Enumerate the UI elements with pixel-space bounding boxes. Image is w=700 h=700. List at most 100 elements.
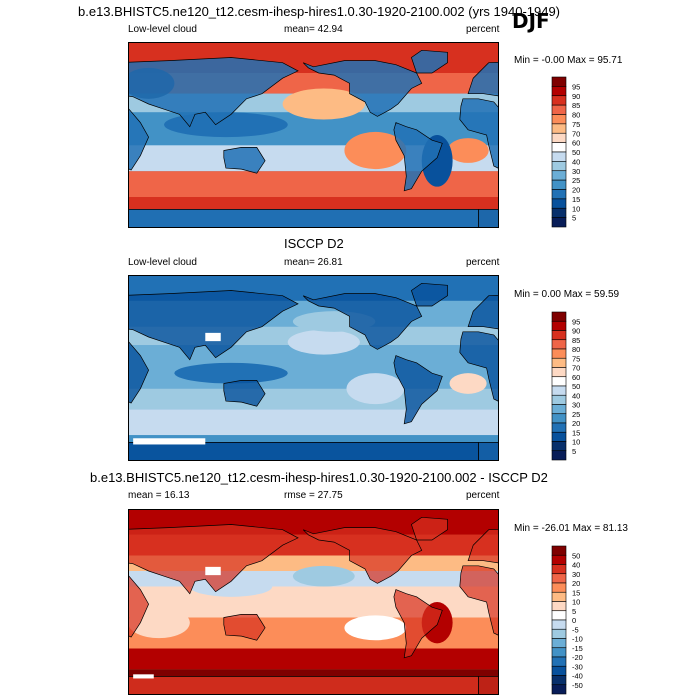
panel2-title: ISCCP D2 [284, 236, 344, 251]
colorbar-tick-label: -30 [572, 662, 583, 671]
colorbar-tick-label: 15 [572, 195, 580, 204]
coastline [410, 282, 448, 307]
colorbar-swatch [551, 684, 567, 695]
colorbar-tick-label: 5 [572, 214, 576, 223]
colorbar-tick-label: 5 [572, 607, 576, 616]
field-region [344, 615, 407, 641]
field-band [128, 197, 499, 210]
colorbar-swatch [551, 591, 567, 602]
colorbar-swatch [551, 441, 567, 452]
colorbar-swatch [551, 330, 567, 341]
field-band [128, 648, 499, 670]
panel1-map [128, 42, 499, 228]
colorbar-swatch [551, 151, 567, 162]
colorbar-swatch [551, 610, 567, 621]
colorbar-swatch [551, 357, 567, 368]
missing-data [205, 332, 221, 342]
field-region [174, 362, 288, 384]
field-region [344, 131, 407, 170]
colorbar-swatch [551, 339, 567, 350]
coastline [128, 574, 149, 638]
colorbar-tick-label: 75 [572, 354, 580, 363]
field-region [164, 112, 288, 138]
colorbar-tick-label: 90 [572, 92, 580, 101]
colorbar-swatch [551, 367, 567, 378]
colorbar-tick-label: 75 [572, 120, 580, 129]
colorbar-tick-label: 40 [572, 157, 580, 166]
colorbar-swatch [551, 431, 567, 442]
colorbar-swatch [551, 161, 567, 172]
coastline [128, 57, 299, 128]
map-frame [128, 42, 499, 228]
colorbar-swatch [551, 564, 567, 575]
colorbar-tick-label: -15 [572, 644, 583, 653]
colorbar-swatch [551, 123, 567, 134]
colorbar-swatch [551, 619, 567, 630]
coastline [302, 293, 423, 350]
colorbar-swatch [551, 665, 567, 676]
panel2-stats: Min = 0.00 Max = 59.59 [514, 289, 620, 300]
colorbar-tick-label: -40 [572, 672, 583, 681]
coastline [467, 61, 499, 97]
coastline [223, 380, 266, 407]
colorbar-tick-label: 90 [572, 327, 580, 336]
colorbar-tick-label: 40 [572, 561, 580, 570]
field-region [449, 373, 487, 394]
coastline [459, 565, 499, 636]
map-frame [128, 509, 499, 695]
colorbar-swatch [551, 422, 567, 433]
coastline [410, 516, 448, 541]
colorbar-tick-label: 50 [572, 551, 580, 560]
colorbar-tick-label: 60 [572, 373, 580, 382]
colorbar-tick-label: 10 [572, 204, 580, 213]
panel3-rmse-label: rmse = 27.75 [284, 490, 343, 501]
colorbar-swatch [551, 675, 567, 686]
colorbar-tick-label: 20 [572, 186, 580, 195]
colorbar-tick-label: 30 [572, 570, 580, 579]
colorbar-tick-label: 10 [572, 438, 580, 447]
panel3-map [128, 509, 499, 695]
colorbar-swatch [551, 76, 567, 87]
panel3-title: b.e13.BHISTC5.ne120_t12.cesm-ihesp-hires… [90, 470, 548, 485]
coastline [128, 107, 149, 171]
missing-data [205, 566, 221, 576]
colorbar-swatch [551, 348, 567, 359]
colorbar-tick-label: -10 [572, 635, 583, 644]
panel3-stats: Min = -26.01 Max = 81.13 [514, 523, 628, 534]
season-label: DJF [512, 9, 550, 33]
colorbar-tick-label: 10 [572, 598, 580, 607]
colorbar-tick-label: 95 [572, 82, 580, 91]
colorbar-swatch [551, 207, 567, 218]
colorbar-swatch [551, 628, 567, 639]
colorbar-tick-label: 70 [572, 364, 580, 373]
colorbar-swatch [551, 601, 567, 612]
colorbar-tick-label: 50 [572, 148, 580, 157]
colorbar-tick-label: 60 [572, 139, 580, 148]
panel1-stats: Min = -0.00 Max = 95.71 [514, 55, 623, 66]
colorbar-tick-label: 50 [572, 382, 580, 391]
colorbar-swatch [551, 385, 567, 396]
panel1-left-label: Low-level cloud [128, 24, 197, 35]
colorbar-swatch [551, 198, 567, 209]
coastline [410, 49, 448, 74]
colorbar-swatch [551, 394, 567, 405]
colorbar-swatch [551, 656, 567, 667]
colorbar-tick-label: 80 [572, 345, 580, 354]
colorbar-tick-label: 15 [572, 588, 580, 597]
colorbar-tick-label: 20 [572, 419, 580, 428]
colorbar-tick-label: 5 [572, 447, 576, 456]
colorbar-swatch [551, 450, 567, 461]
panel2-left-label: Low-level cloud [128, 257, 197, 268]
colorbar-tick-label: -5 [572, 625, 579, 634]
panel2-map [128, 275, 499, 461]
colorbar-tick-label: 95 [572, 317, 580, 326]
field-region [282, 88, 366, 120]
colorbar-swatch [551, 647, 567, 658]
coastline [128, 290, 299, 361]
map-frame [128, 275, 499, 461]
colorbar-swatch [551, 638, 567, 649]
coastline [393, 355, 443, 425]
